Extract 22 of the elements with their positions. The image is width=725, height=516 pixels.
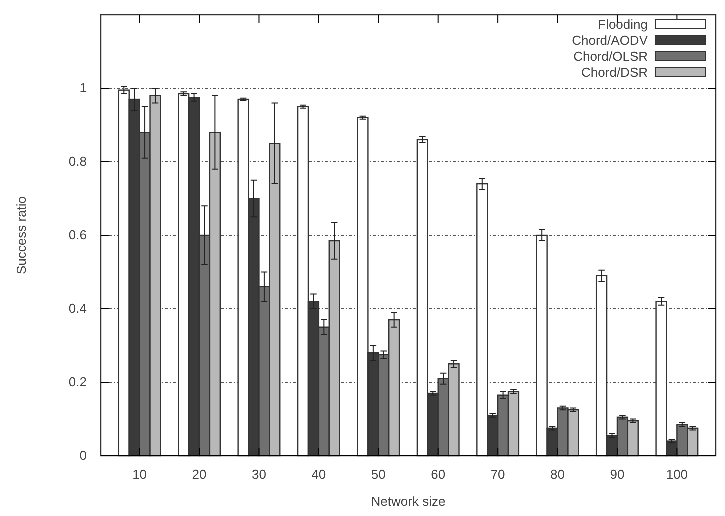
x-tick-label: 80 <box>550 467 566 482</box>
x-tick-label: 100 <box>666 467 688 482</box>
legend-label: Chord/OLSR <box>574 49 648 64</box>
y-tick-label: 0 <box>80 448 87 464</box>
x-tick-label: 50 <box>371 467 386 482</box>
y-tick-label: 1 <box>80 80 87 96</box>
y-tick-label: 0.6 <box>68 228 87 243</box>
x-tick-label: 70 <box>490 467 506 482</box>
x-tick-label: 10 <box>132 467 148 482</box>
x-tick-label: 40 <box>312 467 326 482</box>
x-tick-label: 90 <box>610 467 625 482</box>
legend-label: Flooding <box>598 17 648 32</box>
x-axis-title: Network size <box>371 494 446 509</box>
x-tick-label: 30 <box>252 467 266 482</box>
y-tick-label: 0.2 <box>68 374 87 390</box>
x-tick-label: 60 <box>431 467 446 482</box>
y-tick-label: 0.8 <box>68 154 87 170</box>
legend-label: Chord/AODV <box>572 33 648 48</box>
x-tick-label: 20 <box>192 467 207 482</box>
y-axis-title: Success ratio <box>14 196 29 275</box>
y-tick-label: 0.4 <box>68 301 87 316</box>
legend-label: Chord/DSR <box>582 65 648 80</box>
